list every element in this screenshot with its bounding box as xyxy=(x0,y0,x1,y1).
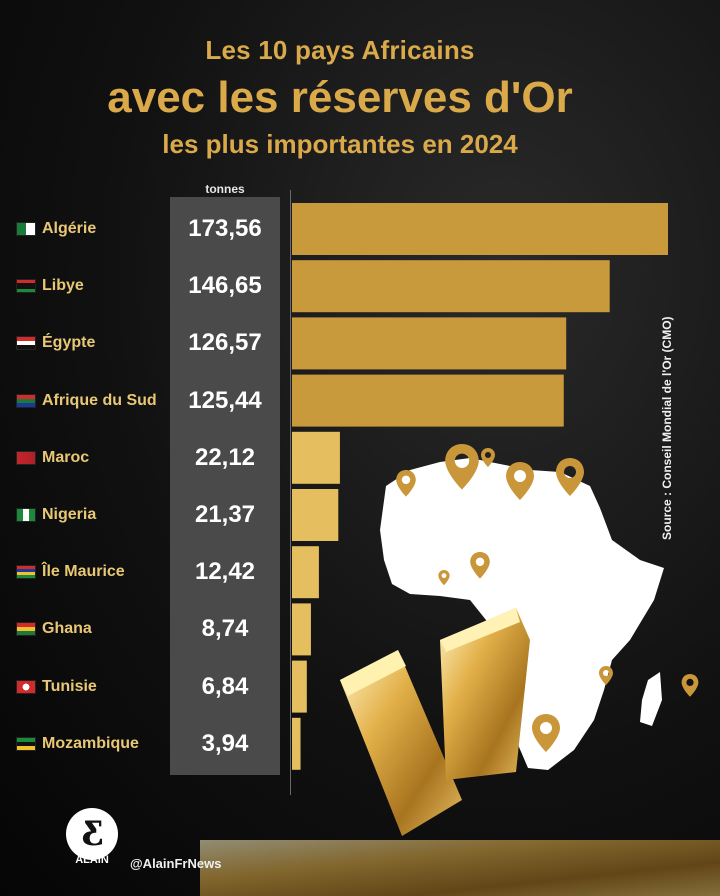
morocco-flag-icon xyxy=(16,450,36,465)
bar-4 xyxy=(292,374,564,427)
algeria-flag-icon xyxy=(16,222,36,236)
brand-logo: Ƹ xyxy=(66,808,118,860)
bar-8 xyxy=(292,603,311,656)
source-note: Source : Conseil Mondial de l'Or (CMO) xyxy=(660,310,676,560)
country-label: Tunisie xyxy=(42,677,97,695)
bar-6 xyxy=(292,489,339,541)
africa-map-shape xyxy=(380,458,664,770)
country-label: Égypte xyxy=(42,334,96,352)
value-label: 3,94 xyxy=(201,729,249,757)
south-africa-flag-icon xyxy=(16,393,36,408)
axis-divider xyxy=(290,190,291,795)
country-label: Île Maurice xyxy=(42,563,125,581)
unit-label: tonnes xyxy=(205,182,245,196)
bar-7 xyxy=(292,546,319,599)
nigeria-flag-icon xyxy=(16,508,36,522)
country-row: Nigeria xyxy=(16,495,96,535)
location-pin-icon xyxy=(506,462,534,500)
mozambique-flag-icon xyxy=(16,736,36,751)
country-row: Tunisie xyxy=(16,667,97,707)
brand-name: ALAIN xyxy=(75,854,109,866)
country-row: Île Maurice xyxy=(16,552,125,592)
value-label: 6,84 xyxy=(201,672,249,700)
value-label: 8,74 xyxy=(201,615,249,643)
location-pin-icon xyxy=(681,674,699,697)
africa-map-decoration xyxy=(200,458,720,896)
location-pin-icon xyxy=(532,714,560,752)
location-pin-icon xyxy=(438,570,450,586)
bar-1 xyxy=(292,203,668,255)
country-label: Ghana xyxy=(42,620,92,638)
gold-base-decoration xyxy=(200,840,720,896)
value-label: 22,12 xyxy=(194,443,256,471)
source-text: Source : Conseil Mondial de l'Or (CMO) xyxy=(660,316,674,540)
country-label: Maroc xyxy=(42,448,90,466)
value-label: 173,56 xyxy=(188,215,262,242)
value-label: 146,65 xyxy=(188,272,262,300)
title-line-2: avec les réserves d'Or xyxy=(107,73,573,122)
country-row: Maroc xyxy=(16,438,89,478)
bar-10 xyxy=(292,717,301,770)
value-column-panel xyxy=(170,197,280,775)
mauritius-flag-icon xyxy=(16,565,36,580)
gold-bar-right xyxy=(440,608,530,780)
country-label: Afrique du Sud xyxy=(42,391,157,409)
chart-title: Les 10 pays Africains avec les réserves … xyxy=(0,30,680,162)
madagascar-shape xyxy=(640,672,662,726)
country-row: Mozambique xyxy=(16,724,139,764)
social-handle: @AlainFrNews xyxy=(130,856,222,871)
map-pins xyxy=(396,444,699,752)
bar-5 xyxy=(292,431,340,484)
country-row: Algérie xyxy=(16,209,96,249)
country-row: Égypte xyxy=(16,323,95,363)
brand-logo-icon: Ƹ xyxy=(80,814,104,854)
country-row: Ghana xyxy=(16,609,92,649)
value-label: 12,42 xyxy=(194,558,256,586)
location-pin-icon xyxy=(481,448,495,467)
libya-flag-icon xyxy=(16,279,36,294)
country-row: Afrique du Sud xyxy=(16,381,157,421)
bar-9 xyxy=(292,660,307,713)
bar-3 xyxy=(292,317,567,370)
value-label: 125,44 xyxy=(188,386,262,414)
country-label: Nigeria xyxy=(42,506,97,523)
location-pin-icon xyxy=(445,444,479,490)
location-pin-icon xyxy=(470,552,490,579)
tunisia-flag-icon xyxy=(16,679,36,694)
value-label: 126,57 xyxy=(188,329,262,357)
country-label: Libye xyxy=(42,277,84,295)
egypt-flag-icon xyxy=(16,336,36,351)
value-label: 21,37 xyxy=(194,501,256,528)
bar-2 xyxy=(292,260,610,313)
bars-group xyxy=(292,203,668,770)
country-label: Algérie xyxy=(42,220,97,237)
country-label: Mozambique xyxy=(42,734,139,752)
title-line-1: Les 10 pays Africains xyxy=(205,35,475,65)
location-pin-icon xyxy=(556,458,584,496)
location-pin-icon xyxy=(396,470,416,497)
gold-bar-left xyxy=(340,650,462,836)
ghana-flag-icon xyxy=(16,622,36,637)
location-pin-icon xyxy=(599,666,613,685)
title-line-3: les plus importantes en 2024 xyxy=(162,129,518,159)
country-row: Libye xyxy=(16,266,84,306)
